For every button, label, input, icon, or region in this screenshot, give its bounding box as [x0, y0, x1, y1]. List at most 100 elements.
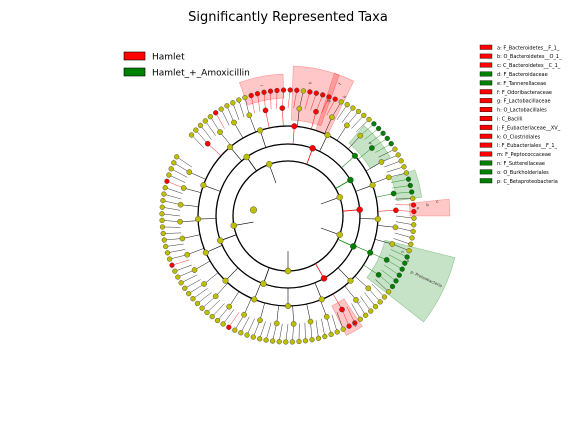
taxa-label-j: j: F_Eubacteriaceae__XV_: [496, 125, 561, 131]
tree-edge: [346, 306, 355, 323]
tree-node-109: [160, 198, 166, 204]
tree-node-164: [347, 277, 354, 284]
tree-edge: [320, 196, 340, 205]
tree-edge: [386, 166, 405, 173]
tree-edge: [168, 174, 186, 183]
tree-node-1: [193, 127, 199, 133]
tree-edge: [374, 239, 393, 245]
tree-edge: [299, 90, 304, 109]
tree-node-113: [166, 172, 172, 178]
tree-node-57: [393, 278, 399, 284]
tree-node-31: [371, 121, 377, 127]
tree-edge: [384, 264, 400, 276]
clade-label-k: k: [307, 81, 312, 85]
tree-node-13: [261, 89, 267, 95]
tree-edge: [304, 322, 306, 341]
tree-edge: [192, 288, 208, 299]
tree-node-130: [385, 174, 392, 181]
tree-edge: [276, 305, 279, 324]
tree-edge: [173, 162, 190, 173]
tree-node-127: [357, 132, 364, 139]
tree-edge: [287, 89, 291, 109]
tree-node-99: [169, 262, 175, 268]
tree-node-50: [409, 235, 415, 241]
tree-node-171: [200, 182, 207, 189]
tree-edge: [388, 172, 407, 178]
tree-edge: [321, 318, 325, 337]
tree-node-163: [367, 249, 374, 256]
tree-edge: [249, 115, 256, 133]
clade-label-m: m: [352, 322, 358, 328]
tree-edge: [351, 303, 361, 320]
tree-edge: [205, 120, 216, 136]
tree-node-122: [279, 105, 286, 111]
tree-node-95: [182, 285, 188, 291]
tree-node-32: [376, 125, 382, 132]
taxa-label-l: l: F_Eubacteriales__F_1_: [497, 143, 558, 149]
legend-label-1: Hamlet_+_Amoxicillin: [152, 69, 250, 79]
tree-node-4: [207, 114, 214, 120]
tree-node-126: [343, 122, 350, 129]
tree-node-168: [222, 277, 229, 284]
tree-edge: [259, 321, 266, 339]
tree-node-56: [396, 272, 402, 278]
tree-node-135: [383, 257, 390, 263]
tree-edge: [394, 198, 413, 200]
tree-edge: [393, 191, 412, 194]
tree-edge: [263, 92, 266, 111]
tree-node-70: [328, 331, 334, 338]
tree-node-117: [204, 140, 211, 147]
tree-node-145: [241, 311, 247, 318]
group-legend: Hamlet Hamlet_+_Amoxicillin: [123, 51, 250, 79]
tree-edge: [246, 318, 255, 336]
tree-edge: [191, 134, 205, 149]
tree-node-80: [263, 337, 269, 343]
tree-edge: [184, 279, 201, 289]
tree-node-76: [289, 339, 296, 345]
tree-edge: [222, 309, 235, 325]
tree-node-84: [238, 330, 244, 336]
tree-node-154: [180, 185, 187, 191]
tree-node-101: [164, 250, 171, 256]
taxa-swatch-d: [479, 71, 493, 77]
tree-node-93: [190, 296, 196, 302]
tree-node-119: [231, 119, 237, 126]
tree-edge: [390, 249, 408, 258]
tree-node-175: [356, 206, 363, 213]
tree-node-74: [302, 338, 309, 344]
clade-label-e: e: [367, 140, 373, 146]
tree-node-170: [195, 216, 202, 223]
tree-node-28: [355, 108, 362, 115]
tree-edge: [203, 184, 221, 192]
tree-node-156: [227, 144, 234, 151]
tree-node-104: [160, 230, 166, 237]
tree-node-34: [384, 135, 390, 142]
tree-edge: [206, 299, 221, 313]
tree-edge: [177, 269, 195, 278]
tree-edge: [180, 204, 199, 207]
tree-node-98: [172, 268, 178, 274]
tree-edge: [355, 184, 373, 192]
tree-node-71: [322, 333, 328, 340]
shade-a: [409, 198, 451, 217]
tree-node-125: [329, 114, 335, 121]
tree-edge: [394, 232, 413, 239]
tree-node-8: [230, 100, 236, 106]
tree-node-180: [266, 161, 273, 168]
tree-node-7: [224, 103, 230, 109]
tree-node-55: [399, 266, 405, 272]
tree-edge: [320, 227, 340, 236]
taxa-label-k: k: O_Clostridiales: [497, 134, 541, 140]
legend-label-0: Hamlet: [152, 53, 185, 63]
tree-node-38: [398, 158, 404, 164]
tree-node-29: [361, 112, 367, 119]
tree-edge: [215, 112, 225, 129]
tree-edge: [375, 143, 392, 153]
tree-node-146: [226, 303, 232, 310]
tree-node-22: [320, 92, 326, 98]
tree-node-16: [281, 87, 287, 93]
tree-edge: [355, 299, 366, 316]
tree-edge: [371, 283, 385, 298]
taxa-label-p: p: C_Betaproteobacteria: [497, 179, 558, 185]
tree-node-53: [404, 254, 410, 260]
